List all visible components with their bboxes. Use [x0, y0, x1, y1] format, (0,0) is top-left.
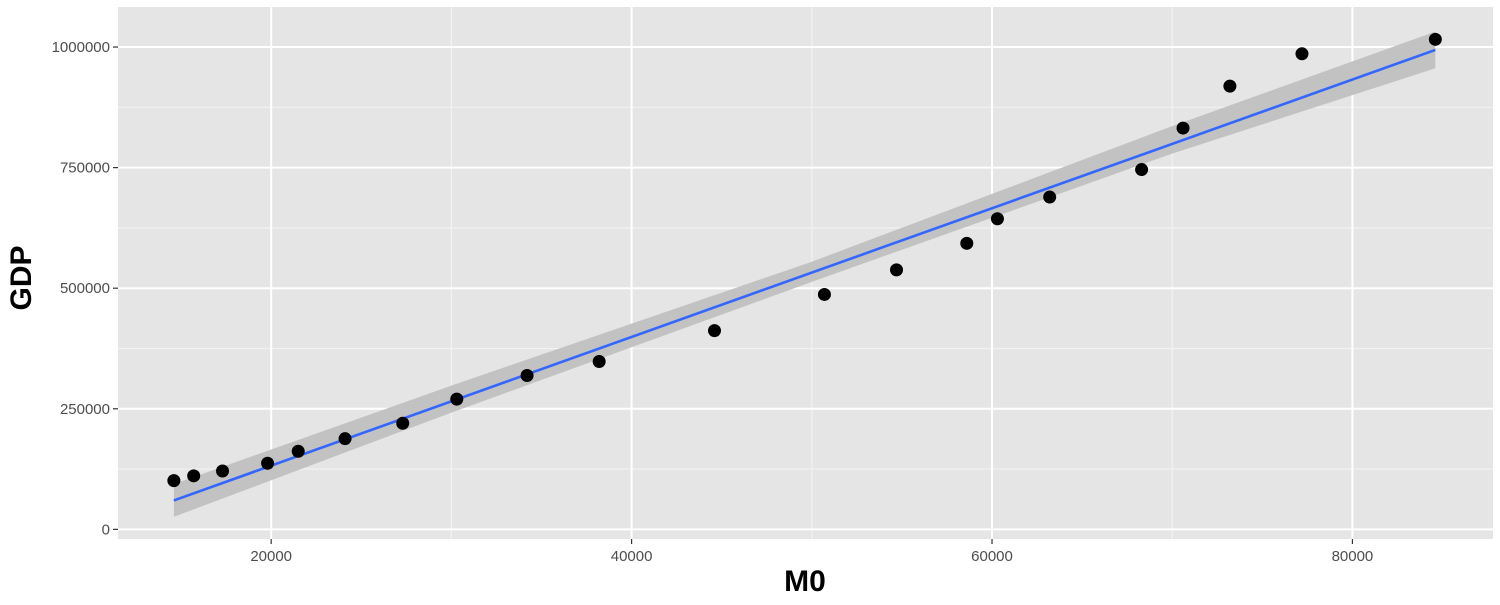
y-tick-label: 250000: [60, 401, 110, 418]
major-gridlines: [118, 7, 1493, 539]
data-point: [1295, 47, 1309, 61]
y-tick-label: 750000: [60, 160, 110, 177]
data-point: [187, 469, 201, 483]
data-point: [1135, 163, 1149, 177]
data-point: [261, 456, 275, 470]
data-point: [1223, 79, 1237, 93]
x-axis-title: M0: [784, 565, 826, 598]
data-point: [1043, 190, 1057, 204]
data-point: [707, 324, 721, 338]
data-point: [990, 212, 1004, 226]
data-point: [520, 368, 534, 382]
data-point: [396, 416, 410, 430]
x-axis: 20000 40000 60000 80000: [250, 539, 1373, 565]
data-point: [1428, 32, 1442, 46]
data-point: [167, 474, 181, 488]
y-axis-title: GDP: [5, 245, 38, 310]
data-point: [960, 236, 974, 250]
data-point: [592, 355, 606, 369]
data-point: [890, 263, 904, 277]
data-point: [338, 432, 352, 446]
x-tick-label: 20000: [250, 548, 292, 565]
fit-line-layer: [173, 48, 1436, 502]
fit-line: [173, 48, 1436, 502]
y-tick-label: 0: [102, 521, 110, 538]
data-point: [1176, 121, 1190, 135]
y-tick-label: 1000000: [52, 39, 110, 56]
data-point: [216, 464, 230, 478]
data-point: [291, 444, 305, 458]
x-tick-label: 60000: [971, 548, 1013, 565]
x-tick-label: 80000: [1332, 548, 1374, 565]
data-points: [167, 32, 1442, 488]
data-point: [450, 392, 464, 406]
data-point: [817, 287, 831, 301]
y-axis: 0 250000 500000 750000 1000000: [52, 39, 118, 538]
y-tick-label: 500000: [60, 280, 110, 297]
x-tick-label: 40000: [611, 548, 653, 565]
